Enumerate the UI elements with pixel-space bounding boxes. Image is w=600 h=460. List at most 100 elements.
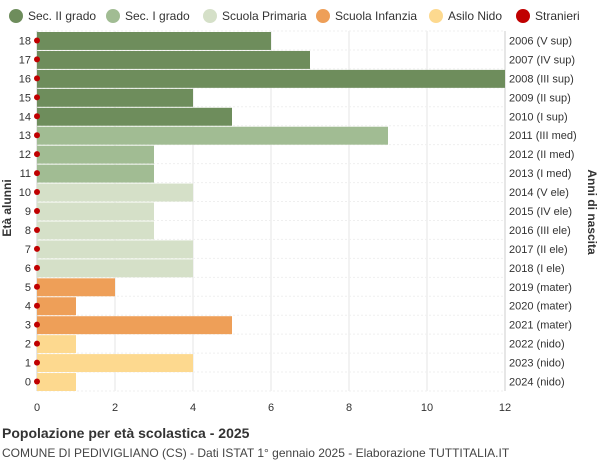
- legend-label: Scuola Primaria: [222, 9, 307, 23]
- birth-year-label: 2023 (nido): [509, 358, 565, 370]
- birth-year-label: 2006 (V sup): [509, 35, 572, 47]
- stranieri-marker: [34, 378, 40, 385]
- age-tick-label: 3: [25, 320, 31, 332]
- legend: Sec. II grado Sec. I grado Scuola Primaria…: [9, 9, 580, 23]
- bar: [37, 202, 154, 221]
- x-tick-label: 10: [421, 402, 433, 414]
- x-tick-label: 2: [112, 402, 118, 414]
- bar: [37, 373, 76, 391]
- legend-label: Sec. II grado: [28, 9, 96, 23]
- age-tick-label: 2: [25, 339, 31, 351]
- age-tick-label: 4: [25, 301, 31, 313]
- x-tick-label: 8: [346, 402, 352, 414]
- birth-year-label: 2013 (I med): [509, 168, 571, 180]
- stranieri-marker: [34, 56, 40, 63]
- stranieri-marker: [34, 113, 40, 120]
- stranieri-marker: [34, 151, 40, 158]
- bars: [34, 32, 505, 391]
- legend-marker: [516, 9, 530, 23]
- age-tick-label: 10: [19, 187, 31, 199]
- x-tick-label: 4: [190, 402, 196, 414]
- birth-year-label: 2008 (III sup): [509, 73, 574, 85]
- stranieri-marker: [34, 283, 40, 290]
- stranieri-marker: [34, 189, 40, 196]
- legend-label: Stranieri: [535, 9, 580, 23]
- bar: [37, 69, 505, 88]
- age-tick-label: 0: [25, 377, 31, 389]
- stranieri-marker: [34, 170, 40, 177]
- bar: [37, 259, 193, 278]
- stranieri-marker: [34, 340, 40, 347]
- bar: [37, 183, 193, 202]
- stranieri-marker: [34, 132, 40, 139]
- birth-year-label: 2017 (II ele): [509, 244, 568, 256]
- age-tick-label: 17: [19, 54, 31, 66]
- stranieri-marker: [34, 208, 40, 214]
- bar: [37, 278, 115, 297]
- x-tick-label: 6: [268, 402, 274, 414]
- age-tick-label: 16: [19, 73, 31, 85]
- birth-year-label: 2011 (III med): [509, 130, 577, 142]
- legend-marker: [9, 9, 23, 23]
- bar: [37, 50, 310, 69]
- stranieri-marker: [34, 94, 40, 101]
- legend-label: Scuola Infanzia: [335, 9, 417, 23]
- age-tick-label: 6: [25, 263, 31, 275]
- age-tick-label: 8: [25, 225, 31, 237]
- birth-year-label: 2020 (mater): [509, 301, 572, 313]
- legend-marker: [106, 9, 120, 23]
- bar: [37, 164, 154, 183]
- bar: [37, 32, 271, 50]
- age-tick-label: 11: [20, 168, 31, 180]
- x-tick-label: 12: [499, 402, 511, 414]
- y2-axis-title: Anni di nascita: [585, 169, 599, 255]
- age-tick-label: 1: [25, 358, 31, 370]
- bar: [37, 126, 388, 145]
- bar: [37, 88, 193, 107]
- birth-year-label: 2024 (nido): [509, 377, 565, 389]
- legend-marker: [203, 9, 217, 23]
- y-axis-title: Età alunni: [0, 179, 14, 236]
- stranieri-marker: [34, 75, 40, 82]
- legend-marker: [429, 9, 443, 23]
- stranieri-marker: [34, 359, 40, 366]
- stranieri-marker: [34, 264, 40, 271]
- bar: [37, 240, 193, 259]
- birth-year-label: 2019 (mater): [509, 282, 572, 294]
- bar: [37, 107, 232, 126]
- x-tick-label: 0: [34, 402, 40, 414]
- birth-year-label: 2010 (I sup): [509, 111, 568, 123]
- ticks: 1 8 2006 (V sup) 17 2007 (IV sup) 16 2008 (III…: [19, 35, 577, 414]
- age-tick-label: 9: [25, 206, 31, 218]
- bar: [37, 221, 154, 240]
- age-tick-label: 12: [19, 149, 31, 161]
- stranieri-marker: [34, 226, 40, 233]
- bar: [37, 335, 76, 354]
- age-tick-label: 7: [25, 244, 31, 256]
- birth-year-label: 2015 (IV ele): [509, 206, 572, 218]
- age-tick-label: 13: [19, 130, 31, 142]
- birth-year-label: 2022 (nido): [509, 339, 565, 351]
- bar: [37, 297, 76, 316]
- stranieri-marker: [34, 37, 40, 44]
- bar: [37, 145, 154, 164]
- age-tick-label: 15: [19, 92, 31, 104]
- birth-year-label: 2007 (IV sup): [509, 54, 575, 66]
- stranieri-marker: [34, 245, 40, 252]
- stranieri-marker: [34, 302, 40, 309]
- chart-subtitle: COMUNE DI PEDIVIGLIANO (CS) - Dati ISTAT…: [2, 446, 510, 460]
- birth-year-label: 2016 (III ele): [509, 225, 571, 237]
- stranieri-marker: [34, 321, 40, 328]
- chart: Sec. II grado Sec. I grado Scuola Primaria…: [0, 9, 599, 414]
- bar: [37, 316, 232, 335]
- birth-year-label: 2012 (II med): [509, 149, 574, 161]
- bar: [37, 354, 193, 373]
- chart-title: Popolazione per età scolastica - 2025: [2, 425, 250, 441]
- birth-year-label: 2018 (I ele): [509, 263, 565, 275]
- birth-year-label: 2014 (V ele): [509, 187, 569, 199]
- legend-label: Sec. I grado: [125, 9, 190, 23]
- birth-year-label: 2009 (II sup): [509, 92, 571, 104]
- age-tick-label: 5: [25, 282, 31, 294]
- legend-marker: [316, 9, 330, 23]
- birth-year-label: 2021 (mater): [509, 320, 572, 332]
